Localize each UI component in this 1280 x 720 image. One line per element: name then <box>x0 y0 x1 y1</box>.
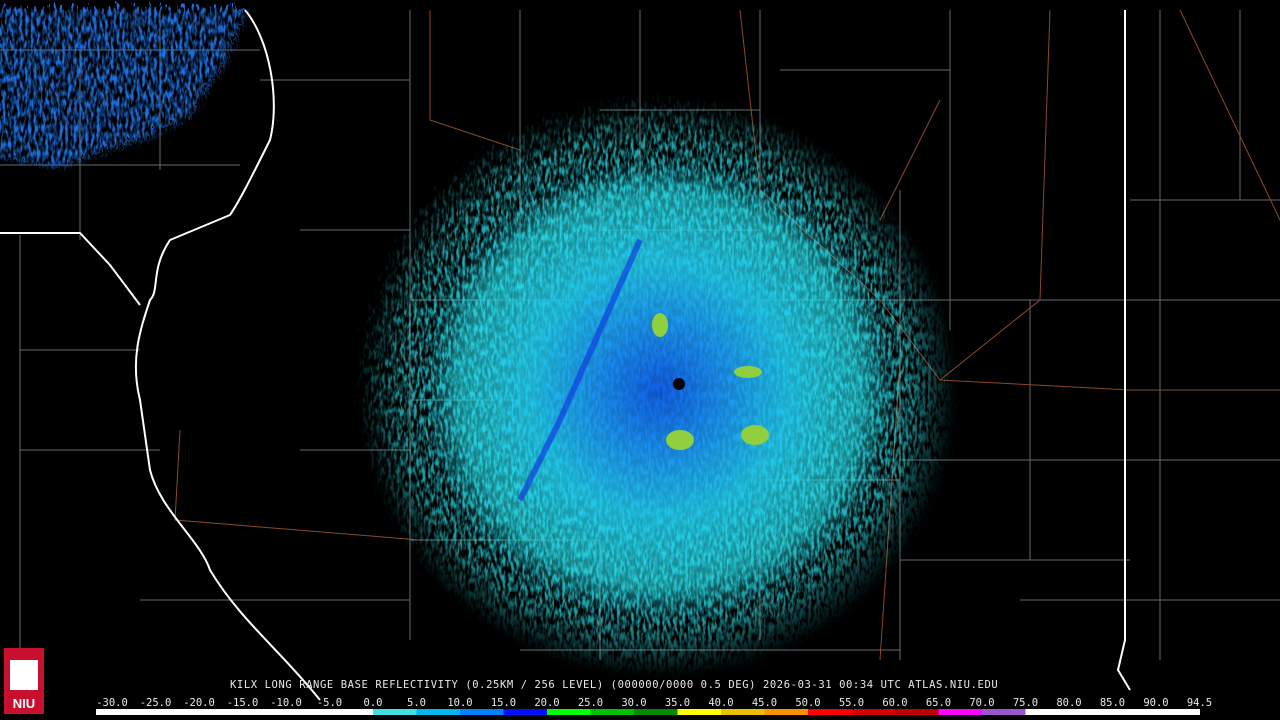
scale-label: 40.0 <box>708 697 733 709</box>
state-borders <box>0 9 1131 701</box>
scale-segment <box>677 709 722 715</box>
scale-segment <box>1025 709 1070 715</box>
scale-label: -15.0 <box>227 697 259 709</box>
scale-segment <box>851 709 896 715</box>
scale-segment <box>286 709 330 715</box>
scale-segment <box>808 709 852 715</box>
scale-segment <box>199 709 243 715</box>
scale-label: 45.0 <box>752 697 777 709</box>
scale-label: 60.0 <box>882 697 907 709</box>
scale-label: 94.5 <box>1187 697 1212 709</box>
caption: KILX LONG RANGE BASE REFLECTIVITY (0.25K… <box>230 679 998 691</box>
scale-label: -25.0 <box>140 697 172 709</box>
color-scale: -30.0 -25.0 -20.0 -15.0 -10.0 -5.0 0.0 5.0 10.0 1… <box>96 697 1212 715</box>
scale-segment <box>982 709 1026 715</box>
scale-segment <box>590 709 635 715</box>
radar-echoes <box>0 10 960 680</box>
scale-segment <box>416 709 461 715</box>
logo: NIU <box>4 648 44 714</box>
scale-label: -30.0 <box>96 697 128 709</box>
scale-label: 30.0 <box>621 697 646 709</box>
scale-label: 65.0 <box>926 697 951 709</box>
scale-label: 90.0 <box>1143 697 1168 709</box>
scale-label: 50.0 <box>795 697 820 709</box>
logo-text: NIU <box>13 696 35 711</box>
scale-segment <box>460 709 504 715</box>
scale-segment <box>1156 709 1200 715</box>
scale-segment <box>547 709 591 715</box>
scale-label: -20.0 <box>183 697 215 709</box>
scale-segment <box>155 709 200 715</box>
scale-label: 15.0 <box>491 697 516 709</box>
scale-label: 25.0 <box>578 697 603 709</box>
scale-segment <box>721 709 765 715</box>
scale-label: -10.0 <box>270 697 302 709</box>
scale-segment <box>1112 709 1157 715</box>
scale-label: 75.0 <box>1013 697 1038 709</box>
scale-segment <box>764 709 809 715</box>
scale-segment <box>242 709 287 715</box>
scale-segment <box>112 709 156 715</box>
scale-label: 85.0 <box>1100 697 1125 709</box>
scale-segment <box>895 709 939 715</box>
scale-label: 0.0 <box>364 697 383 709</box>
scale-label: -5.0 <box>317 697 342 709</box>
scale-segment <box>1069 709 1113 715</box>
scale-segment <box>329 709 374 715</box>
scale-segment <box>634 709 678 715</box>
scale-segment <box>373 709 417 715</box>
scale-label: 70.0 <box>969 697 994 709</box>
scale-label: 80.0 <box>1056 697 1081 709</box>
scale-label: 10.0 <box>447 697 472 709</box>
scale-segment <box>503 709 548 715</box>
scale-segment <box>938 709 983 715</box>
scale-label: 55.0 <box>839 697 864 709</box>
scale-label: 5.0 <box>407 697 426 709</box>
scale-label: 35.0 <box>665 697 690 709</box>
scale-label: 20.0 <box>534 697 559 709</box>
